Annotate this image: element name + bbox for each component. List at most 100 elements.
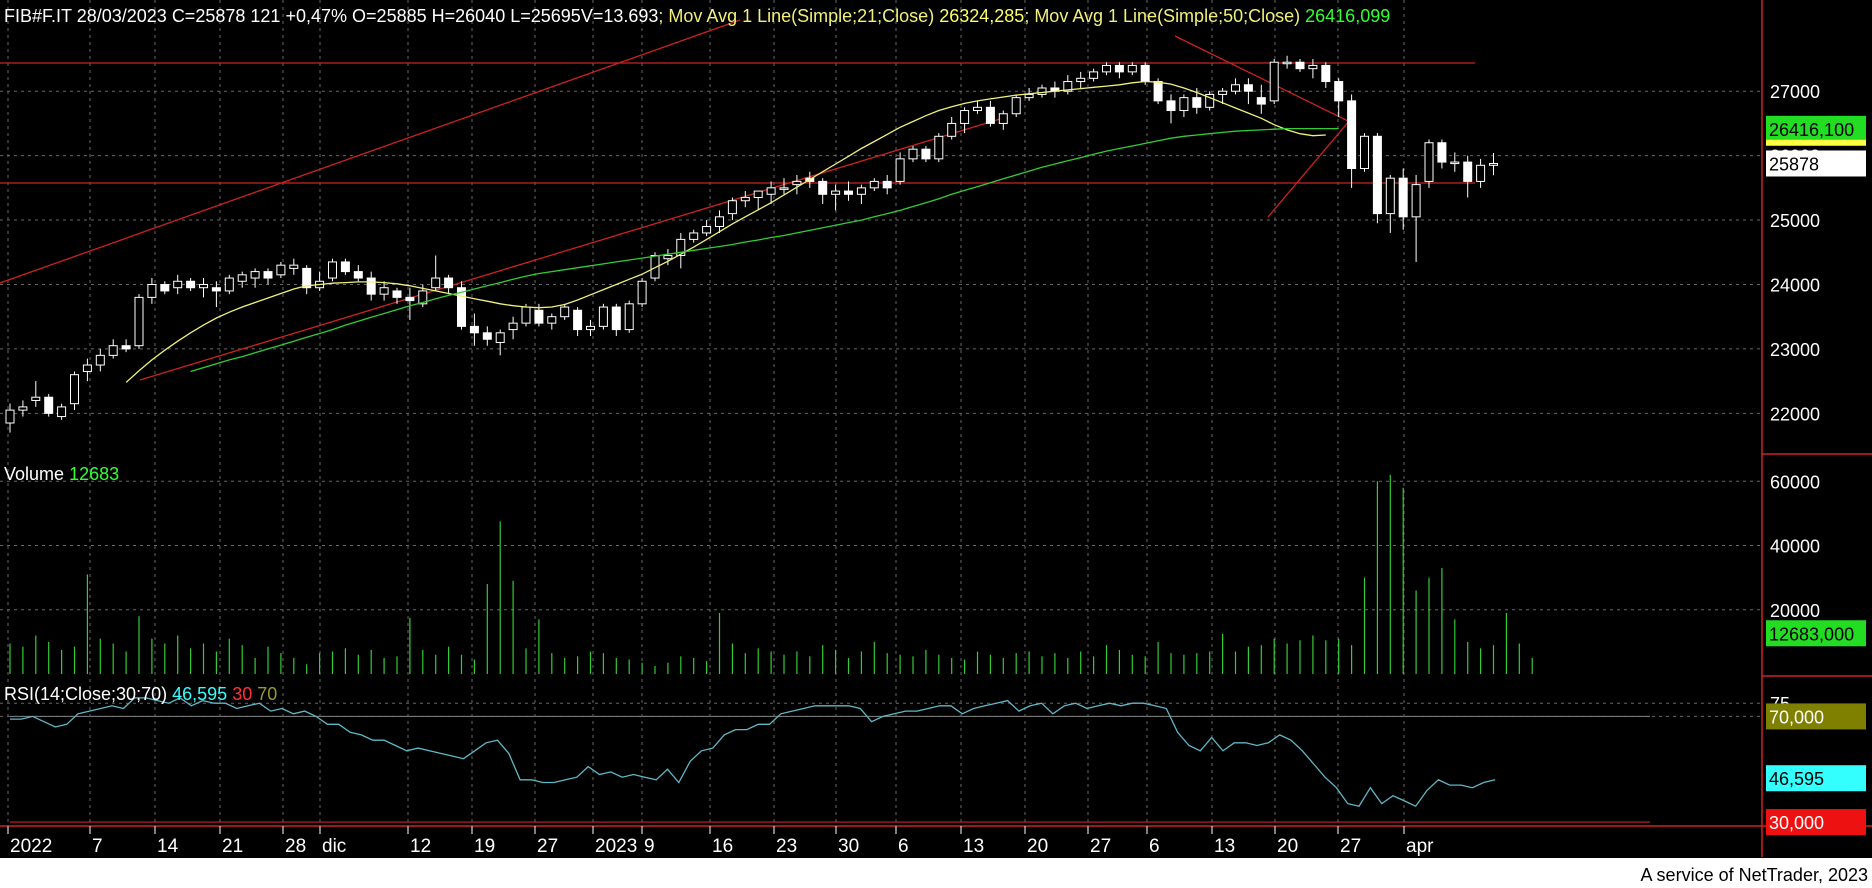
candle-body: [1385, 177, 1395, 215]
candle-body: [1476, 164, 1486, 182]
candle-body: [508, 322, 518, 331]
candle-body: [1347, 100, 1357, 170]
time-tick-label: 9: [644, 836, 655, 857]
ma50-label: ; Mov Avg 1 Line(Simple;50;Close): [1024, 6, 1301, 26]
last-price-tag-bg: [1766, 150, 1866, 177]
candle-body: [973, 106, 982, 112]
candle-body: [689, 232, 699, 240]
candle-body: [237, 274, 247, 282]
candle-body: [418, 290, 428, 305]
candle-body: [753, 190, 763, 199]
candle-body: [547, 316, 557, 324]
candle-body: [676, 238, 686, 256]
volume-last-tag: 12683,000: [1769, 624, 1854, 644]
candle-body: [1437, 142, 1447, 163]
rsi-low: 30: [232, 684, 253, 704]
rsi-line: [10, 697, 1496, 808]
candle-body: [934, 135, 944, 160]
time-tick-label: 27: [1340, 836, 1361, 857]
candle-body: [1127, 64, 1137, 73]
candle-body: [495, 332, 505, 343]
candle-body: [1179, 97, 1189, 112]
candle-body: [869, 180, 879, 189]
candle-body: [1360, 135, 1369, 170]
candle-body: [895, 158, 905, 182]
candle-body: [1218, 90, 1228, 95]
candle-body: [856, 187, 866, 195]
rsi-30-tag: 30,000: [1769, 813, 1824, 833]
rsi-header: RSI(14;Close;30;70) 46,595 30 70: [4, 684, 277, 705]
time-tick-label: 6: [898, 836, 909, 857]
volume-last-tag-bg: [1766, 620, 1866, 647]
last-price-tag: 25878: [1769, 154, 1819, 174]
candle-body: [818, 180, 828, 195]
candle-body: [637, 280, 647, 305]
change-value: 121: [250, 6, 281, 26]
volume-last: 12683: [69, 464, 120, 484]
time-tick-label: 6: [1149, 836, 1160, 857]
candle-body: [1011, 97, 1021, 115]
trend-line: [0, 19, 741, 284]
candle-body: [779, 187, 789, 190]
candle-body: [1463, 161, 1473, 182]
candle-body: [289, 264, 299, 269]
candle-body: [1269, 61, 1279, 102]
volume-tick-label: 40000: [1770, 537, 1820, 557]
candle-body: [70, 374, 79, 405]
date: 28/03/2023: [76, 6, 167, 26]
ma50-value: 26416,099: [1305, 6, 1391, 26]
volume-tick-label: 20000: [1770, 601, 1820, 621]
candle-body: [1114, 64, 1124, 73]
candle-body: [82, 364, 92, 372]
candle-body: [366, 277, 376, 295]
candle-body: [211, 287, 221, 292]
time-tick-label: apr: [1406, 836, 1434, 857]
candle-body: [18, 406, 28, 411]
time-tick-label: dic: [322, 836, 346, 857]
time-tick-label: 23: [776, 836, 797, 857]
candle-body: [1295, 61, 1305, 70]
candle-body: [431, 277, 441, 289]
time-tick-label: 20: [1027, 836, 1048, 857]
candle-body: [1166, 100, 1176, 112]
trend-lines: [0, 19, 1475, 381]
candle-body: [624, 303, 634, 331]
price-header: FIB#F.IT 28/03/2023 C=25878 121 +0,47% O…: [4, 6, 1390, 27]
candle-body: [250, 271, 260, 279]
candle-body: [5, 409, 15, 424]
candle-body: [392, 290, 402, 298]
candle-body: [1256, 97, 1266, 105]
time-tick-label: 27: [1090, 836, 1111, 857]
candle-body: [379, 287, 389, 295]
time-tick-label: 28: [285, 836, 306, 857]
candle-body: [147, 283, 157, 298]
candle-body: [276, 264, 286, 276]
footer-bar: [0, 858, 1872, 888]
candle-body: [186, 280, 196, 289]
candle-body: [1308, 64, 1318, 70]
ma21-value: 26324,285: [939, 6, 1025, 26]
candle-body: [1037, 87, 1047, 95]
candle-body: [560, 306, 570, 318]
candle-body: [740, 197, 750, 202]
axes: 2200023000240002500026000270002000040000…: [0, 0, 1872, 857]
time-tick-label: 27: [537, 836, 558, 857]
candle-body: [586, 325, 595, 331]
candle-body: [160, 283, 170, 292]
candle-body: [598, 306, 608, 327]
price-tick-label: 24000: [1770, 275, 1820, 295]
candle-body: [1205, 93, 1215, 108]
candle-body: [831, 190, 841, 195]
time-tick-label: 21: [222, 836, 243, 857]
time-tick-label: 13: [963, 836, 984, 857]
rsi-70-tag: 70,000: [1769, 707, 1824, 727]
candle-body: [1243, 84, 1253, 92]
time-tick-label: 19: [474, 836, 495, 857]
candle-body: [1231, 84, 1240, 92]
candle-body: [1411, 184, 1421, 218]
ma50-tag-bg: [1766, 115, 1866, 142]
ma50-tag: 26416,100: [1769, 120, 1854, 140]
time-tick-label: 2022: [10, 836, 52, 857]
candle-body: [31, 396, 41, 401]
candle-body: [1282, 61, 1292, 65]
